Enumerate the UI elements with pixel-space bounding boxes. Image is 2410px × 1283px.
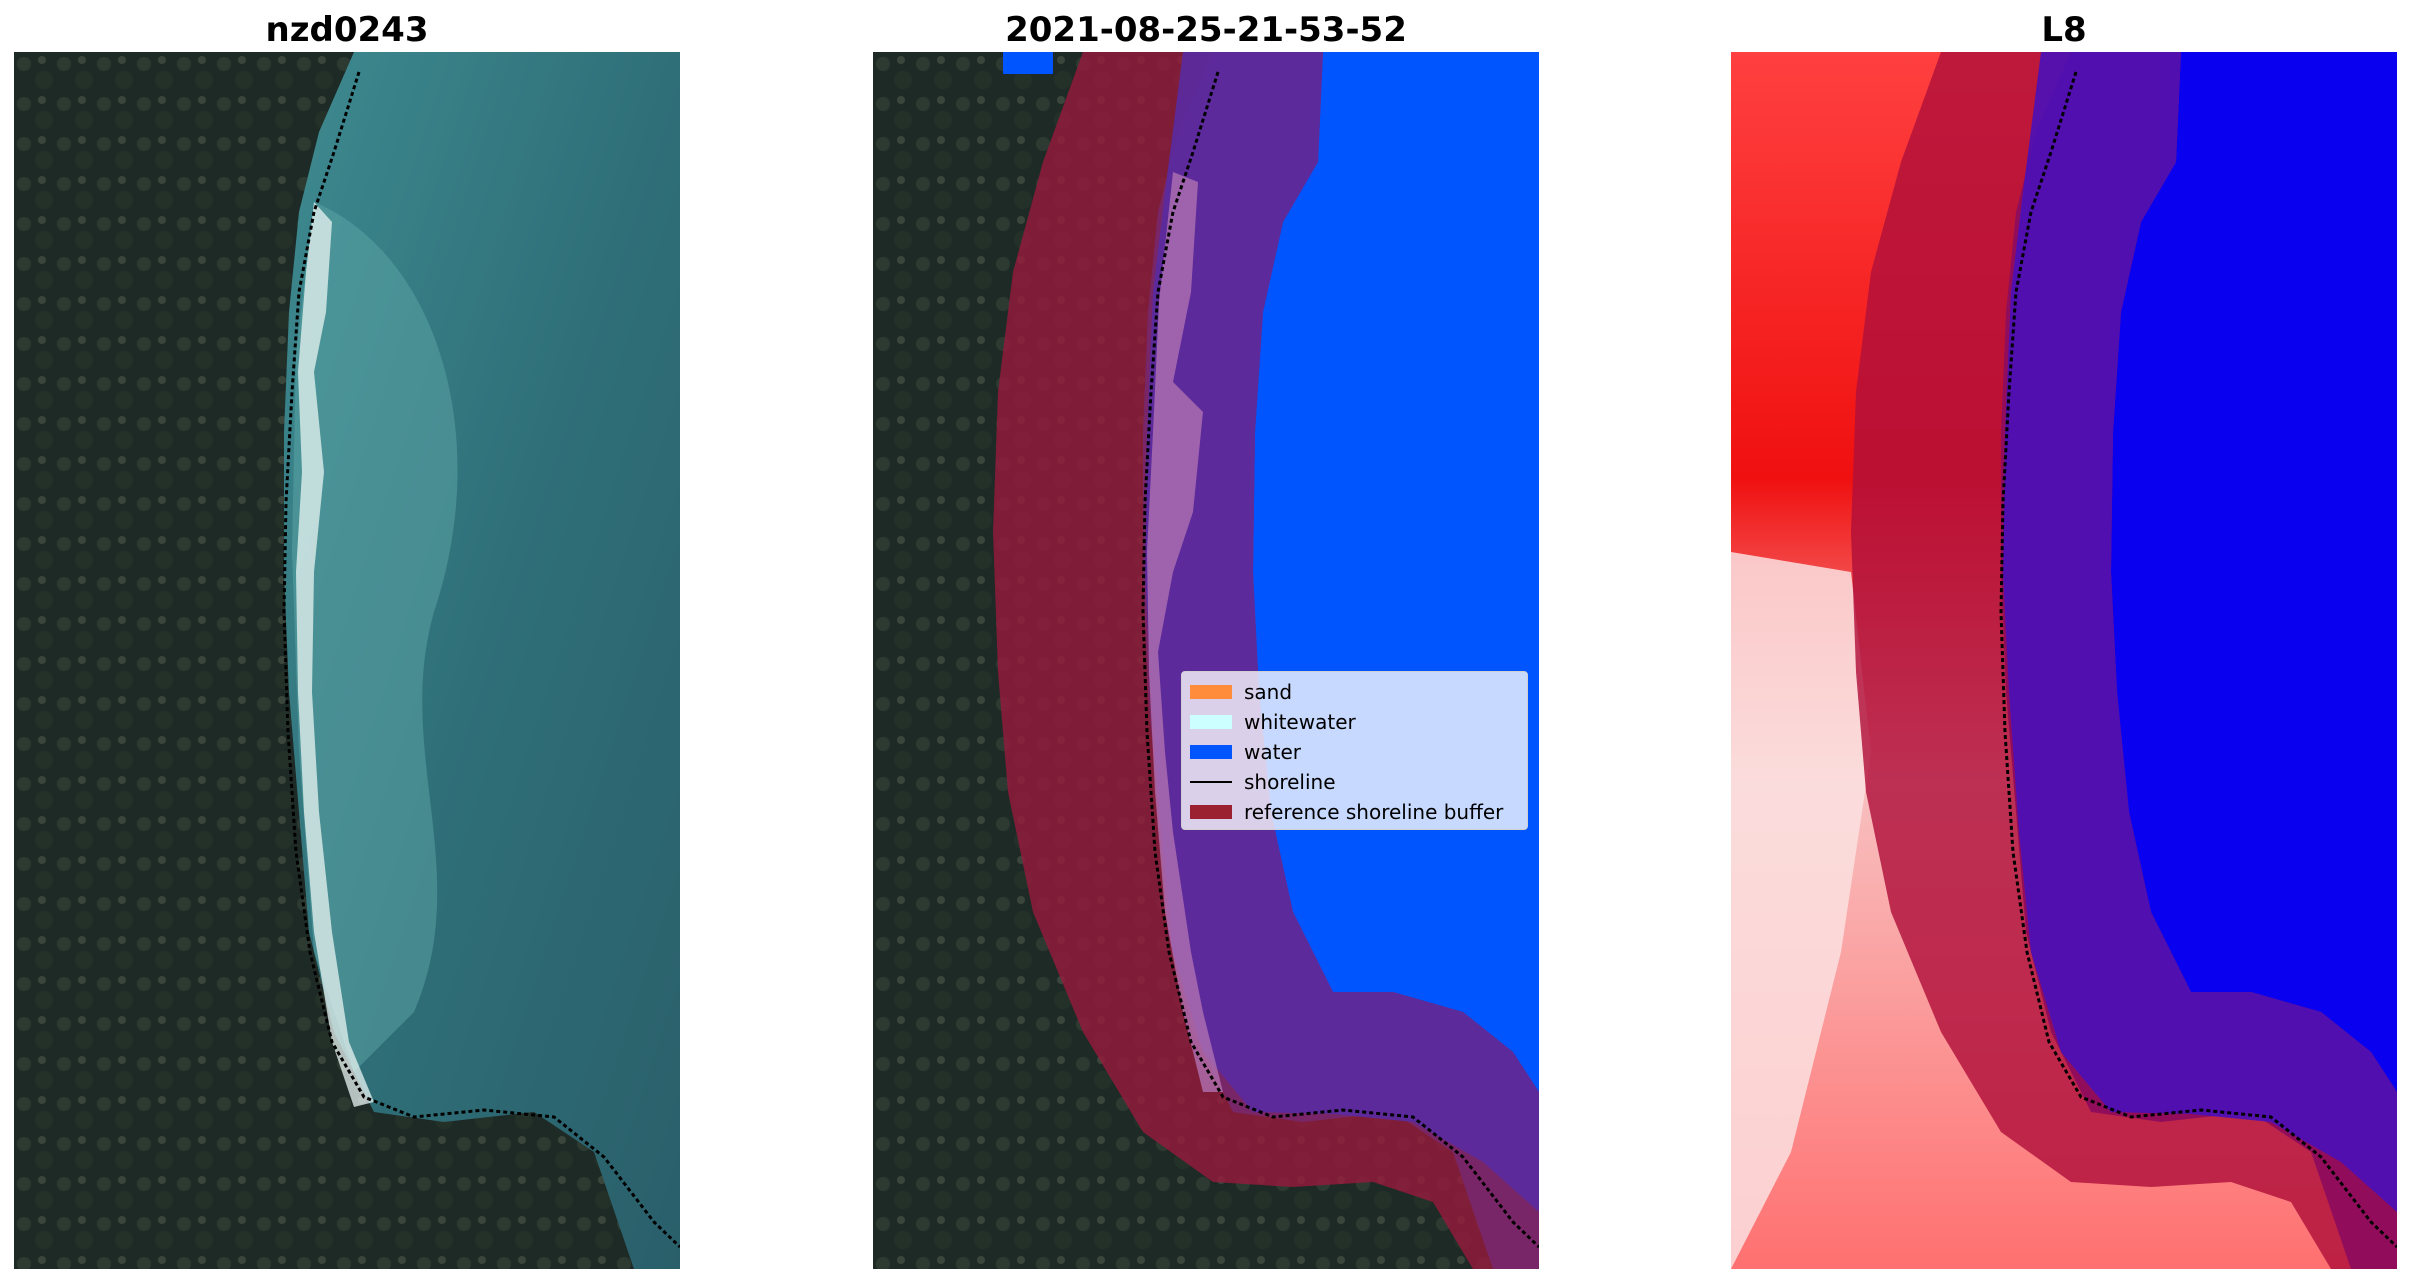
legend-swatch-whitewater (1190, 715, 1232, 729)
rgb-image (14, 52, 680, 1269)
water-in-buffer (2003, 52, 2397, 1212)
panel-title-index: L8 (2041, 10, 2087, 50)
legend-swatch-sand (1190, 685, 1232, 699)
surf-zone (296, 202, 374, 1107)
reference-shoreline-buffer (1851, 52, 2397, 1269)
panel-title-classification: 2021-08-25-21-53-52 (1005, 10, 1407, 50)
legend-label: reference shoreline buffer (1244, 800, 1504, 824)
legend-label: water (1244, 740, 1301, 764)
legend-swatch-water (1190, 745, 1232, 759)
legend-item-sand: sand (1182, 677, 1527, 707)
whitewater-in-buffer (1147, 172, 1223, 1092)
rgb-image-panel (14, 52, 680, 1269)
index-panel (1731, 52, 2397, 1269)
legend-swatch-buffer (1190, 805, 1232, 819)
legend-item-water: water (1182, 737, 1527, 767)
legend-line-shoreline (1190, 781, 1232, 783)
legend-item-shoreline: shoreline (1182, 767, 1527, 797)
index-image (1731, 52, 2397, 1269)
legend-label: whitewater (1244, 710, 1356, 734)
classification-image (873, 52, 1539, 1269)
panel-title-rgb: nzd0243 (265, 10, 429, 50)
water-in-buffer (1145, 52, 1539, 1212)
sediment-plume (292, 202, 458, 1072)
legend-item-whitewater: whitewater (1182, 707, 1527, 737)
reference-shoreline-buffer (993, 52, 1539, 1269)
legend-label: sand (1244, 680, 1293, 704)
classification-panel (873, 52, 1539, 1269)
pale-land-patch (1731, 552, 1871, 1269)
legend-label: shoreline (1244, 770, 1336, 794)
water-patch (1003, 52, 1053, 74)
legend-item-buffer: reference shoreline buffer (1182, 797, 1527, 827)
legend: sand whitewater water shoreline referenc… (1181, 671, 1528, 830)
